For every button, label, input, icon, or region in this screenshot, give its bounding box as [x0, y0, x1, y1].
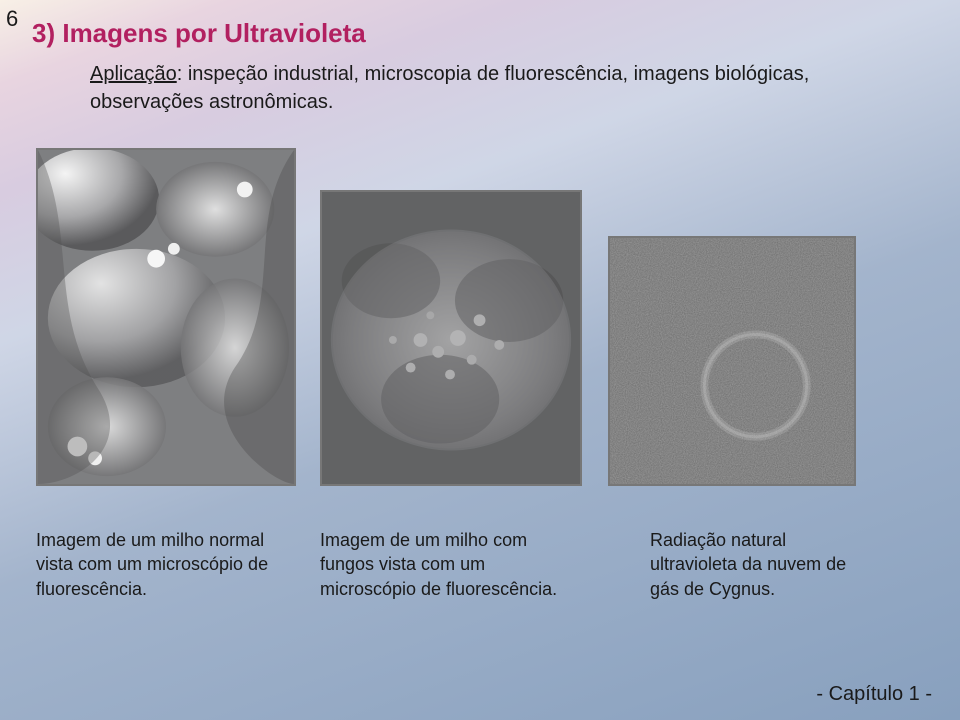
uv-microscopy-fungus-icon	[322, 192, 580, 484]
caption-corn-fungus: Imagem de um milho com fungos vista com …	[320, 528, 580, 601]
nebula-icon	[610, 238, 854, 484]
image-corn-normal	[36, 148, 296, 486]
caption-cygnus: Radiação natural ultravioleta da nuvem d…	[650, 528, 870, 601]
footer-chapter: - Capítulo 1 -	[816, 683, 932, 706]
image-cygnus-nebula	[608, 236, 856, 486]
image-corn-fungus	[320, 190, 582, 486]
subtitle: Aplicação: inspeção industrial, microsco…	[90, 60, 860, 116]
page-number: 6	[6, 6, 18, 32]
subtitle-label: Aplicação	[90, 63, 177, 85]
subtitle-rest: : inspeção industrial, microscopia de fl…	[90, 63, 809, 113]
caption-corn-normal: Imagem de um milho normal vista com um m…	[36, 528, 296, 601]
uv-microscopy-icon	[38, 150, 294, 484]
slide-title: 3) Imagens por Ultravioleta	[32, 18, 366, 49]
